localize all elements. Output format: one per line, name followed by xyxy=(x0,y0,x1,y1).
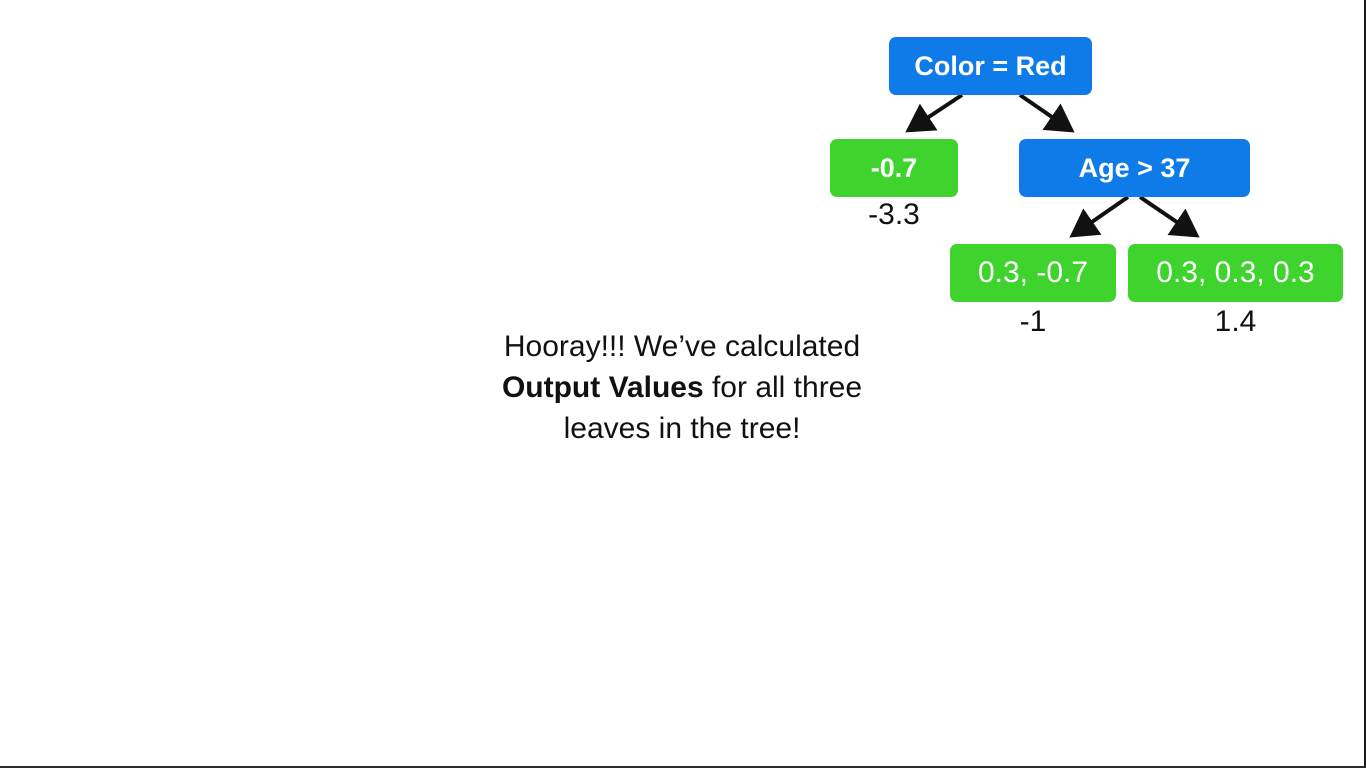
caption-bold-term: Output Values xyxy=(501,371,704,404)
arrow-age-to-left-leaf xyxy=(1069,195,1130,238)
age-right-leaf-residuals: 0.3, 0.3, 0.3 xyxy=(1156,256,1315,289)
age-left-leaf-node: 0.3, -0.7 xyxy=(950,244,1116,302)
age-left-leaf-output-value: -1 xyxy=(1019,305,1047,338)
arrow-root-to-age-split xyxy=(1018,93,1075,133)
age-right-leaf-output-value: 1.4 xyxy=(1214,305,1257,338)
left-leaf-output-value: -3.3 xyxy=(868,198,920,231)
bottom-border xyxy=(0,766,1366,768)
caption-line-2: Output Values for all three xyxy=(432,367,932,408)
root-split-node: Color = Red xyxy=(889,37,1092,95)
age-left-leaf-residuals: 0.3, -0.7 xyxy=(977,256,1089,289)
arrow-root-to-left-leaf xyxy=(905,93,964,133)
root-split-label: Color = Red xyxy=(914,50,1067,81)
age-right-leaf-node: 0.3, 0.3, 0.3 xyxy=(1128,244,1343,302)
age-split-label: Age > 37 xyxy=(1078,152,1191,183)
left-leaf-node: -0.7 xyxy=(830,139,958,197)
left-leaf-residuals: -0.7 xyxy=(870,152,918,183)
right-border xyxy=(1364,0,1366,768)
caption-text: Hooray!!! We’ve calculated Output Values… xyxy=(432,326,932,449)
age-split-node: Age > 37 xyxy=(1019,139,1250,197)
caption-line-3: leaves in the tree! xyxy=(563,412,801,445)
arrow-age-to-right-leaf xyxy=(1138,195,1200,238)
caption-line-2-rest: for all three xyxy=(703,371,863,404)
caption-line-1: Hooray!!! We’ve calculated xyxy=(503,330,861,363)
